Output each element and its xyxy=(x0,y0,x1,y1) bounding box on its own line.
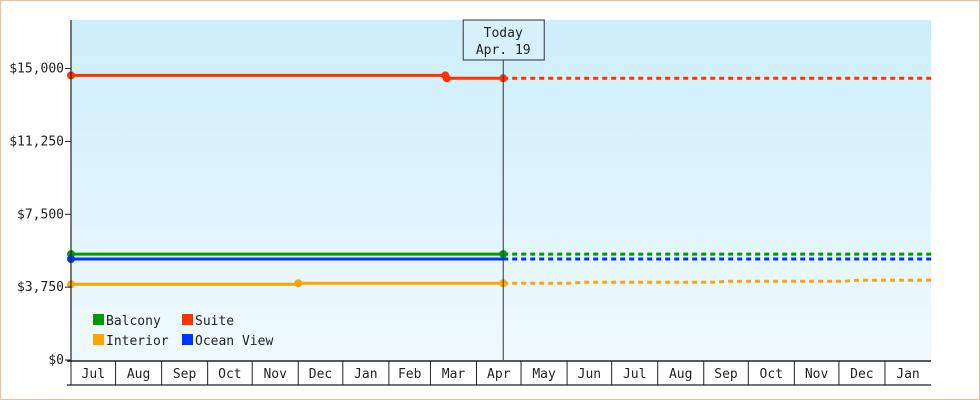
legend-label-interior: Interior xyxy=(106,334,169,349)
legend-swatch-balcony xyxy=(93,314,104,325)
series-suite-point xyxy=(442,74,451,83)
plot-background xyxy=(71,20,931,360)
series-layer xyxy=(67,71,933,289)
month-label: Apr xyxy=(487,367,511,382)
month-label: Mar xyxy=(442,367,466,382)
month-label: Dec xyxy=(309,367,332,382)
series-interior-point xyxy=(294,279,303,288)
legend-label-suite: Suite xyxy=(195,314,234,329)
month-label: Oct xyxy=(760,367,783,382)
today-box xyxy=(462,19,545,61)
month-label: Aug xyxy=(669,367,692,382)
axis-layer: $0 $3,750 $7,500 $11,250 $15,000 Jul Aug Sep Oct… xyxy=(9,20,931,386)
y-tick-label: $0 xyxy=(48,353,64,368)
y-tick-label: $15,000 xyxy=(9,62,64,77)
month-label: Aug xyxy=(127,367,150,382)
month-label: Sep xyxy=(714,367,738,382)
today-label: Today xyxy=(484,26,523,41)
month-label: Jul xyxy=(82,367,105,382)
legend-swatch-suite xyxy=(182,314,193,325)
series-interior-projection xyxy=(503,278,933,285)
month-label: Oct xyxy=(218,367,241,382)
month-label: Sep xyxy=(173,367,197,382)
month-label: Dec xyxy=(850,367,873,382)
legend-label-ocean-view: Ocean View xyxy=(195,334,273,349)
month-label: Nov xyxy=(805,367,829,382)
month-label: May xyxy=(532,367,556,382)
month-label: Jan xyxy=(896,367,919,382)
month-label: Jul xyxy=(623,367,646,382)
legend-label-balcony: Balcony xyxy=(106,314,161,329)
today-marker: Today Apr. 19 xyxy=(462,19,545,360)
today-date: Apr. 19 xyxy=(476,43,531,58)
y-tick-label: $3,750 xyxy=(17,280,64,295)
month-label: Jan xyxy=(354,367,377,382)
month-label: Feb xyxy=(398,367,422,382)
month-label: Jun xyxy=(578,367,601,382)
legend-swatch-ocean-view xyxy=(182,334,193,345)
series-interior-line xyxy=(71,281,504,286)
y-tick-label: $11,250 xyxy=(9,134,64,149)
month-label: Nov xyxy=(263,367,287,382)
y-tick-label: $7,500 xyxy=(17,207,64,222)
legend: Balcony Suite Interior Ocean View xyxy=(93,314,273,349)
legend-swatch-interior xyxy=(93,334,104,345)
